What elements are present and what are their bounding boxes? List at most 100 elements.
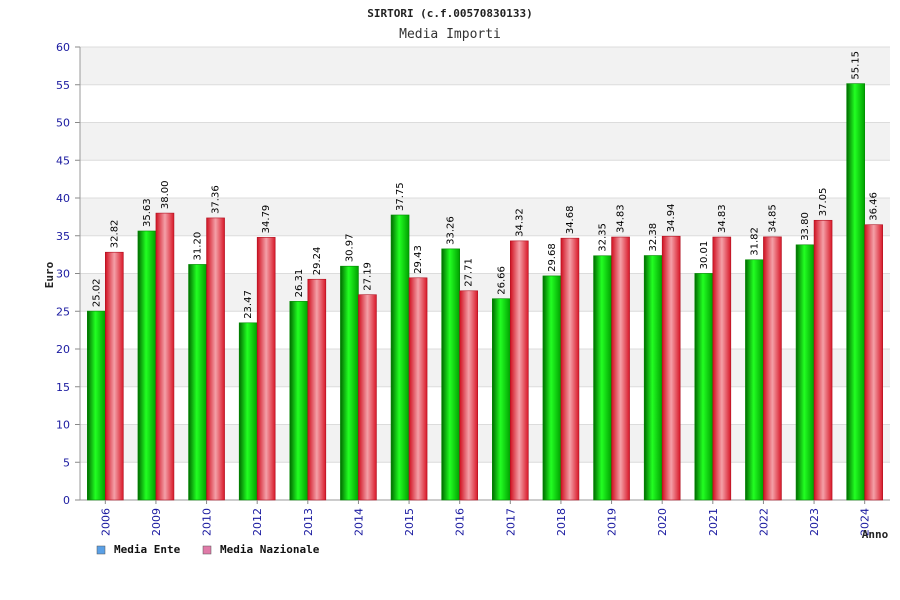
data-label: 34.85	[767, 204, 778, 233]
y-axis-label: Euro	[43, 261, 56, 288]
x-tick-label: 2014	[352, 508, 365, 536]
y-tick-label: 5	[63, 456, 70, 469]
bar-media-ente-2020	[643, 255, 663, 501]
data-label: 34.79	[261, 205, 272, 234]
data-label: 35.63	[142, 198, 153, 227]
data-label: 34.68	[565, 206, 576, 235]
legend-swatch-media-nazionale	[202, 545, 212, 555]
bar-media-nazionale-2012	[256, 237, 276, 501]
legend-label-media-nazionale: Media Nazionale	[220, 543, 320, 556]
x-axis: 2006 2009 2010 2012 2013 2014 2015 2016 2017 2018…	[99, 500, 872, 536]
data-label: 27.71	[464, 258, 475, 287]
data-label: 37.36	[211, 185, 222, 214]
bar-media-ente-2016	[441, 248, 460, 501]
bar-media-ente-2015	[390, 214, 410, 501]
data-label: 26.66	[496, 266, 507, 295]
y-tick-label: 15	[56, 381, 70, 394]
data-label: 26.31	[294, 269, 305, 298]
bar-media-nazionale-2024	[864, 224, 883, 501]
data-label: 37.75	[395, 182, 406, 211]
bar-media-ente-2013	[289, 301, 309, 501]
bar-media-ente-2024	[846, 83, 865, 501]
bar-media-ente-2021	[694, 273, 714, 501]
data-labels: 25.02 32.82 35.63 38.00 31.20 37.36 23.47 34.79…	[91, 51, 879, 319]
bar-media-nazionale-2021	[712, 236, 732, 501]
x-tick-label: 2020	[656, 508, 669, 536]
grid-band	[80, 84, 890, 123]
bar-media-ente-2012	[238, 322, 258, 501]
bar-media-ente-2017	[492, 298, 511, 501]
bar-media-nazionale-2013	[307, 278, 327, 501]
y-tick-label: 25	[56, 305, 70, 318]
bar-media-nazionale-2019	[611, 236, 630, 501]
x-tick-label: 2017	[504, 508, 517, 536]
bar-media-nazionale-2015	[408, 277, 428, 501]
bar-media-nazionale-2020	[661, 235, 681, 501]
bar-media-nazionale-2022	[763, 236, 782, 501]
data-label: 34.83	[717, 204, 728, 233]
chart-title: SIRTORI (c.f.00570830133)	[367, 7, 533, 20]
data-label: 27.19	[362, 262, 373, 291]
bar-media-nazionale-2017	[510, 240, 529, 501]
data-label: 32.82	[109, 220, 120, 249]
bar-media-nazionale-2010	[206, 217, 225, 501]
bar-media-ente-2018	[542, 275, 562, 501]
x-tick-label: 2022	[757, 508, 770, 536]
data-label: 34.32	[514, 208, 525, 237]
data-label: 34.94	[666, 204, 677, 233]
legend-swatch-media-ente	[96, 545, 106, 555]
data-label: 32.38	[648, 223, 659, 252]
chart-subtitle: Media Importi	[399, 27, 501, 42]
bar-media-nazionale-2018	[560, 237, 580, 501]
data-label: 36.46	[869, 192, 880, 221]
data-label: 33.26	[446, 216, 457, 245]
bar-media-ente-2009	[137, 230, 157, 501]
x-tick-label: 2009	[150, 508, 163, 536]
x-tick-label: 2015	[403, 508, 416, 536]
legend: Media Ente Media Nazionale	[96, 543, 320, 556]
data-label: 37.05	[818, 188, 829, 217]
bar-media-ente-2006	[87, 310, 106, 501]
data-label: 29.43	[413, 245, 424, 274]
data-label: 29.68	[547, 243, 558, 272]
legend-label-media-ente: Media Ente	[114, 543, 181, 556]
data-label: 34.83	[616, 204, 627, 233]
y-tick-label: 60	[56, 41, 70, 54]
x-axis-label: Anno	[862, 528, 889, 541]
y-tick-label: 0	[63, 494, 70, 507]
data-label: 31.20	[193, 232, 204, 261]
data-label: 23.47	[243, 290, 254, 319]
y-tick-label: 45	[56, 154, 70, 167]
x-tick-label: 2006	[99, 508, 112, 536]
data-label: 30.97	[344, 234, 355, 263]
bar-media-nazionale-2016	[459, 290, 478, 501]
data-label: 55.15	[851, 51, 862, 80]
bar-media-nazionale-2014	[358, 294, 377, 501]
grid-band	[80, 122, 890, 161]
y-tick-label: 35	[56, 230, 70, 243]
x-tick-label: 2012	[251, 508, 264, 536]
bar-media-ente-2014	[340, 265, 359, 501]
data-label: 33.80	[800, 212, 811, 241]
x-tick-label: 2010	[201, 508, 214, 536]
x-tick-label: 2019	[606, 508, 619, 536]
x-tick-label: 2018	[555, 508, 568, 536]
data-label: 32.35	[598, 223, 609, 252]
bar-media-ente-2022	[745, 259, 764, 501]
x-tick-label: 2016	[454, 508, 467, 536]
y-tick-label: 10	[56, 419, 70, 432]
data-label: 38.00	[160, 180, 171, 209]
bar-media-nazionale-2023	[813, 219, 833, 501]
bar-media-nazionale-2009	[155, 212, 175, 501]
bar-media-ente-2019	[593, 255, 612, 501]
bar-media-ente-2023	[795, 244, 815, 501]
data-label: 29.24	[312, 247, 323, 276]
data-label: 25.02	[91, 278, 102, 307]
bars	[87, 83, 883, 501]
grid-band	[80, 160, 890, 198]
y-tick-label: 55	[56, 79, 70, 92]
y-tick-label: 40	[56, 192, 70, 205]
bar-media-nazionale-2006	[105, 251, 124, 501]
x-tick-label: 2021	[707, 508, 720, 536]
